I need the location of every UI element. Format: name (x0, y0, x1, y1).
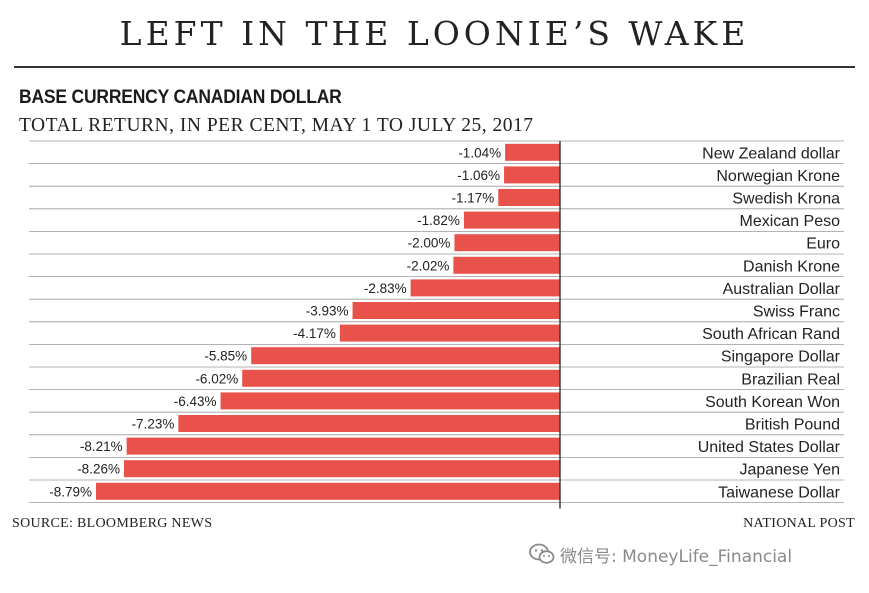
data-label: -8.21% (80, 439, 123, 454)
wechat-icon (529, 543, 555, 564)
category-label: Brazilian Real (741, 371, 840, 388)
bar (504, 166, 560, 184)
data-label: -6.43% (174, 394, 217, 409)
data-label: -3.93% (306, 304, 349, 319)
bar (178, 415, 560, 432)
bar (242, 369, 560, 387)
data-label: -1.17% (451, 191, 494, 206)
category-label: Swedish Krona (732, 191, 840, 208)
data-label: -1.06% (457, 168, 500, 183)
data-label: -2.02% (407, 258, 450, 273)
category-label: South African Rand (702, 326, 840, 343)
category-label: Swiss Franc (753, 304, 840, 321)
bar (454, 234, 560, 252)
category-label: Mexican Peso (740, 213, 841, 230)
watermark-text: 微信号: MoneyLife_Financial (560, 546, 793, 567)
category-label: British Pound (745, 417, 840, 434)
data-label: -6.02% (195, 371, 238, 386)
category-label: Singapore Dollar (721, 349, 841, 366)
category-label: New Zealand dollar (702, 145, 841, 162)
category-label: Danish Krone (743, 258, 840, 275)
bar (251, 347, 561, 365)
chart-subtitle: BASE CURRENCY CANADIAN DOLLAR (19, 87, 342, 108)
bar (463, 211, 560, 229)
bar (220, 392, 560, 410)
chart-subtitle-period: TOTAL RETURN, IN PER CENT, MAY 1 TO JULY… (19, 115, 534, 136)
data-label: -8.26% (77, 462, 120, 477)
bar (352, 302, 560, 319)
bar (96, 482, 560, 500)
publisher-credit: NATIONAL POST (743, 516, 855, 531)
category-label: Japanese Yen (739, 462, 840, 479)
bar (505, 143, 560, 161)
bar (126, 437, 560, 455)
data-label: -4.17% (293, 326, 336, 341)
category-label: United States Dollar (698, 439, 841, 456)
data-label: -5.85% (204, 349, 247, 364)
category-label: South Korean Won (705, 394, 840, 411)
bar (498, 189, 560, 206)
wechat-watermark: 微信号: MoneyLife_Financial (528, 541, 792, 567)
category-label: Norwegian Krone (716, 168, 840, 185)
bar (410, 279, 560, 297)
data-label: -2.00% (408, 236, 451, 251)
category-label: Taiwanese Dollar (718, 484, 841, 501)
category-label: Australian Dollar (723, 281, 841, 298)
data-label: -1.04% (458, 145, 501, 160)
bar (339, 324, 560, 342)
chart-title: LEFT IN THE LOONIE’S WAKE (119, 14, 750, 53)
title-rule (14, 66, 855, 68)
source-note: SOURCE: BLOOMBERG NEWS (12, 516, 213, 531)
data-label: -2.83% (364, 281, 407, 296)
data-label: -1.82% (417, 213, 460, 228)
data-label: -8.79% (49, 484, 92, 499)
bar (123, 460, 561, 478)
data-label: -7.23% (132, 417, 175, 432)
category-label: Euro (806, 236, 840, 253)
bar (453, 256, 560, 274)
